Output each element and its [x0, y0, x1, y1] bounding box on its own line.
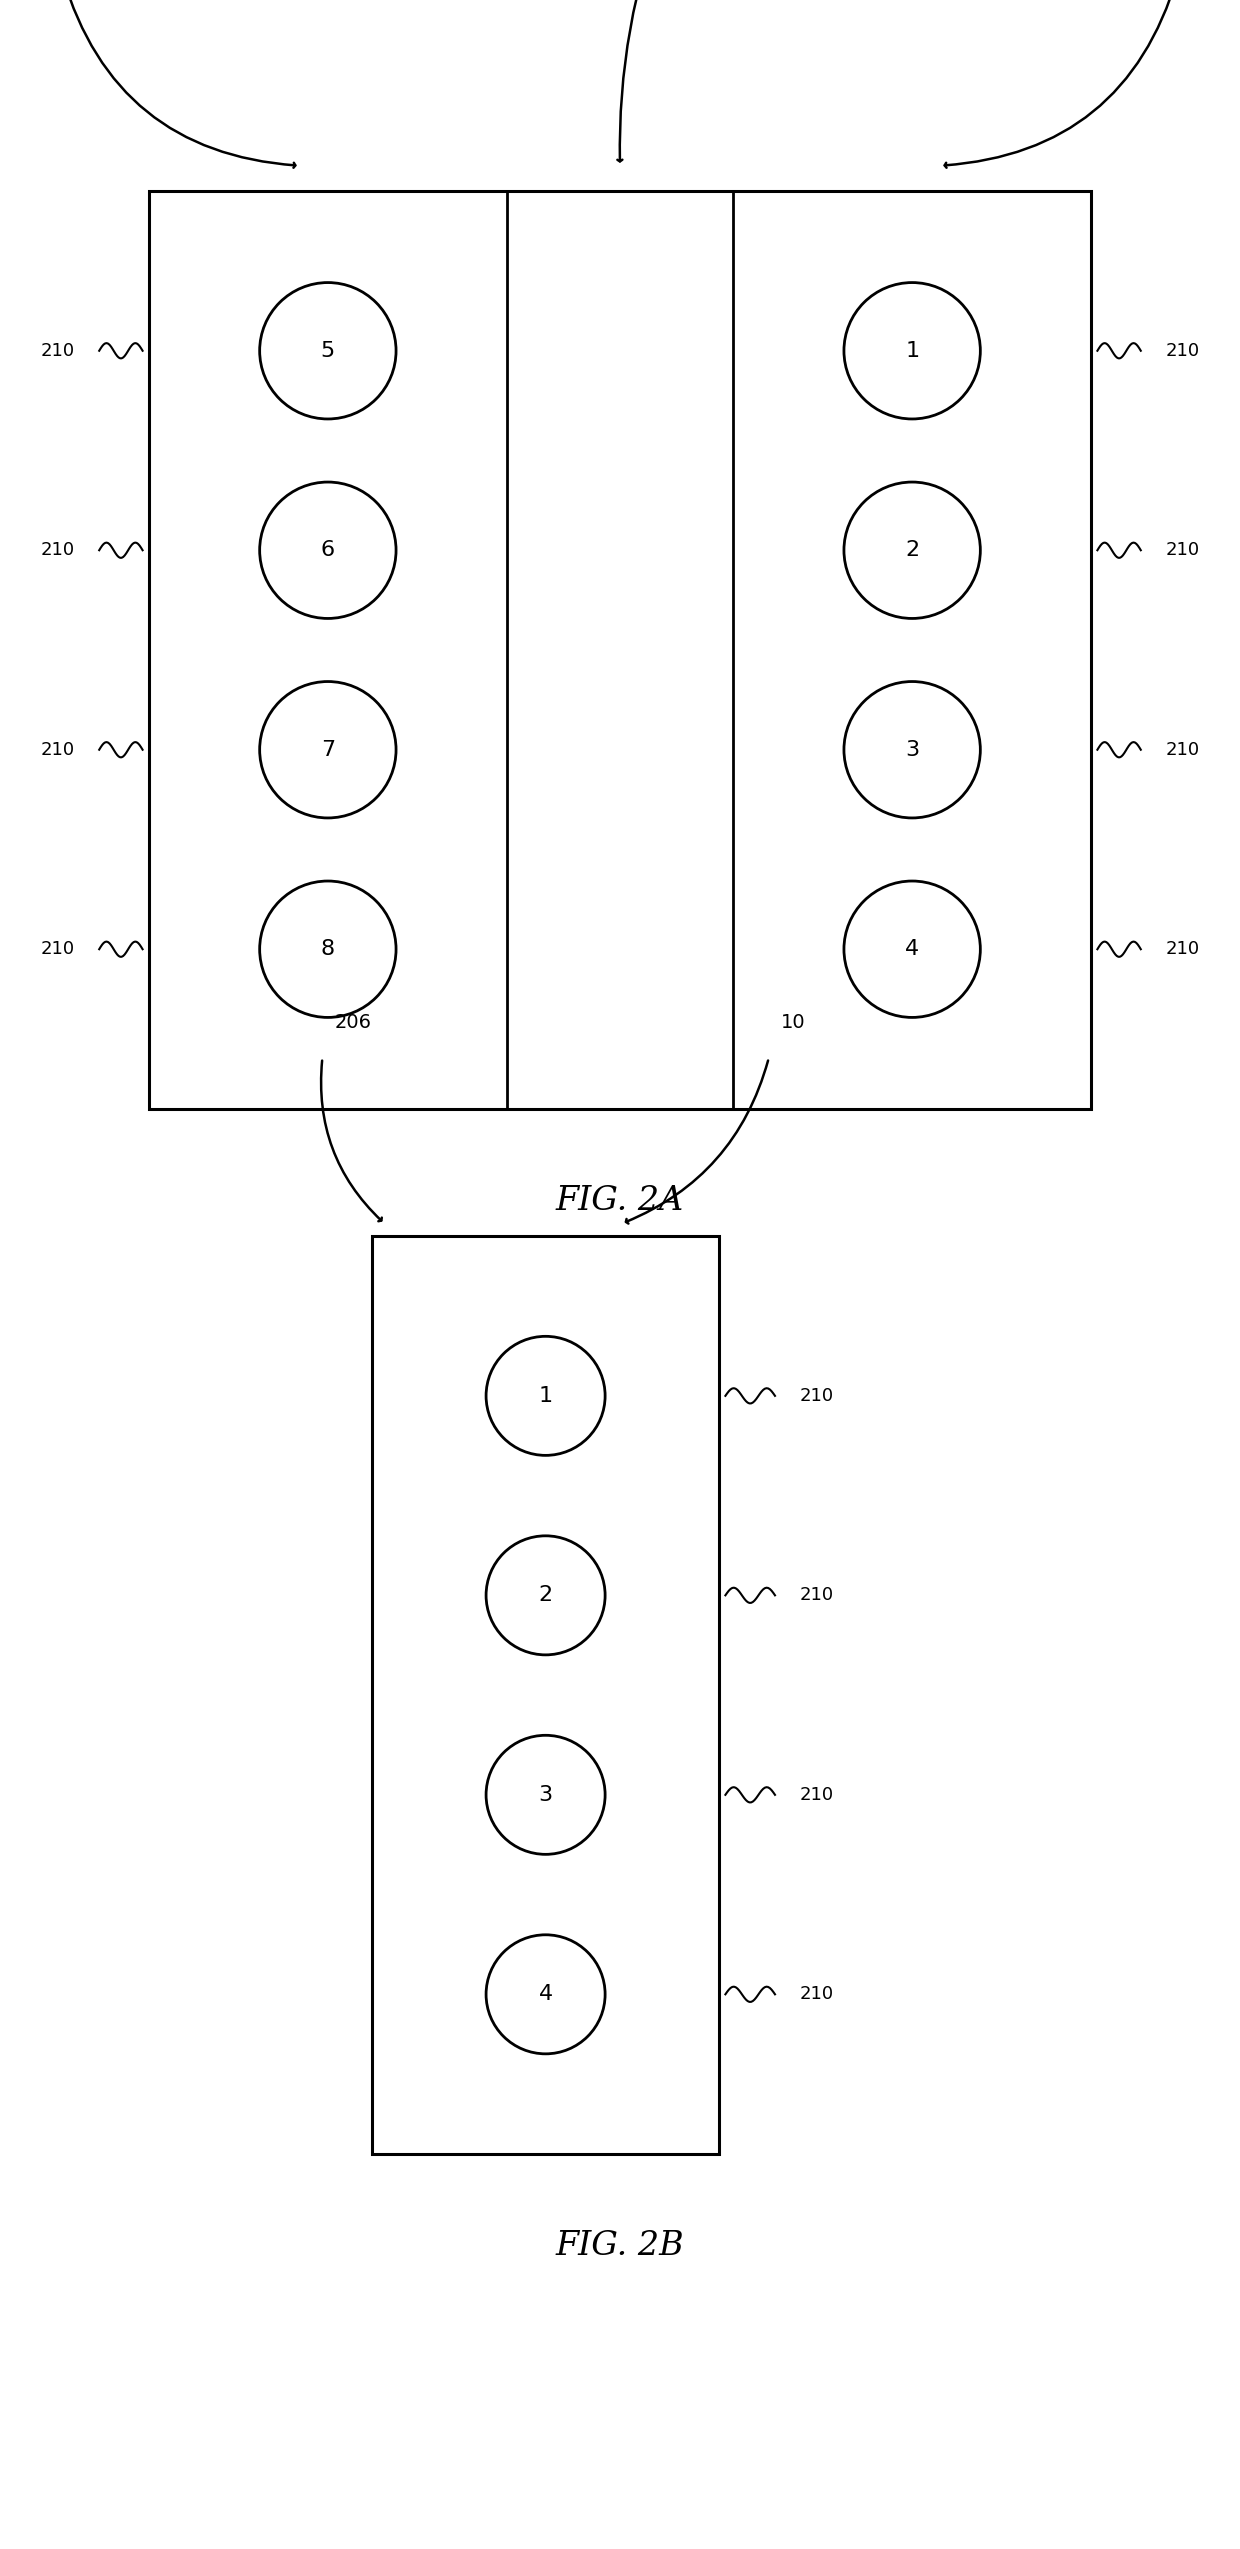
Text: 210: 210 [800, 1787, 835, 1805]
Ellipse shape [259, 681, 396, 818]
Text: 7: 7 [321, 739, 335, 760]
Text: 210: 210 [1166, 742, 1200, 760]
Text: 206: 206 [335, 1015, 372, 1032]
Ellipse shape [844, 681, 981, 818]
Ellipse shape [486, 1935, 605, 2054]
Ellipse shape [844, 283, 981, 418]
Text: 210: 210 [1166, 342, 1200, 359]
Text: 3: 3 [538, 1784, 553, 1805]
Text: 1: 1 [538, 1387, 553, 1407]
Text: 4: 4 [905, 938, 919, 958]
Text: FIG. 2A: FIG. 2A [556, 1185, 684, 1218]
Text: 2: 2 [905, 540, 919, 561]
Text: 210: 210 [40, 941, 74, 958]
Ellipse shape [259, 482, 396, 619]
Bar [372, 1236, 719, 2154]
Text: 210: 210 [800, 1986, 835, 2004]
Text: 2: 2 [538, 1585, 553, 1606]
Text: 1: 1 [905, 342, 919, 362]
Text: 4: 4 [538, 1983, 553, 2004]
Text: 210: 210 [40, 540, 74, 558]
Text: 6: 6 [321, 540, 335, 561]
Text: 3: 3 [905, 739, 919, 760]
Ellipse shape [259, 882, 396, 1017]
Ellipse shape [486, 1736, 605, 1853]
Text: 210: 210 [40, 742, 74, 760]
Text: 210: 210 [1166, 540, 1200, 558]
Ellipse shape [844, 882, 981, 1017]
Ellipse shape [844, 482, 981, 619]
Text: 8: 8 [321, 938, 335, 958]
Text: 210: 210 [40, 342, 74, 359]
Text: FIG. 2B: FIG. 2B [556, 2230, 684, 2264]
Ellipse shape [259, 283, 396, 418]
Text: 210: 210 [800, 1387, 835, 1404]
Ellipse shape [486, 1537, 605, 1654]
Text: 210: 210 [800, 1585, 835, 1603]
Bar [149, 191, 1091, 1109]
Text: 5: 5 [321, 342, 335, 362]
Ellipse shape [486, 1336, 605, 1455]
Text: 10: 10 [781, 1015, 806, 1032]
Text: 210: 210 [1166, 941, 1200, 958]
